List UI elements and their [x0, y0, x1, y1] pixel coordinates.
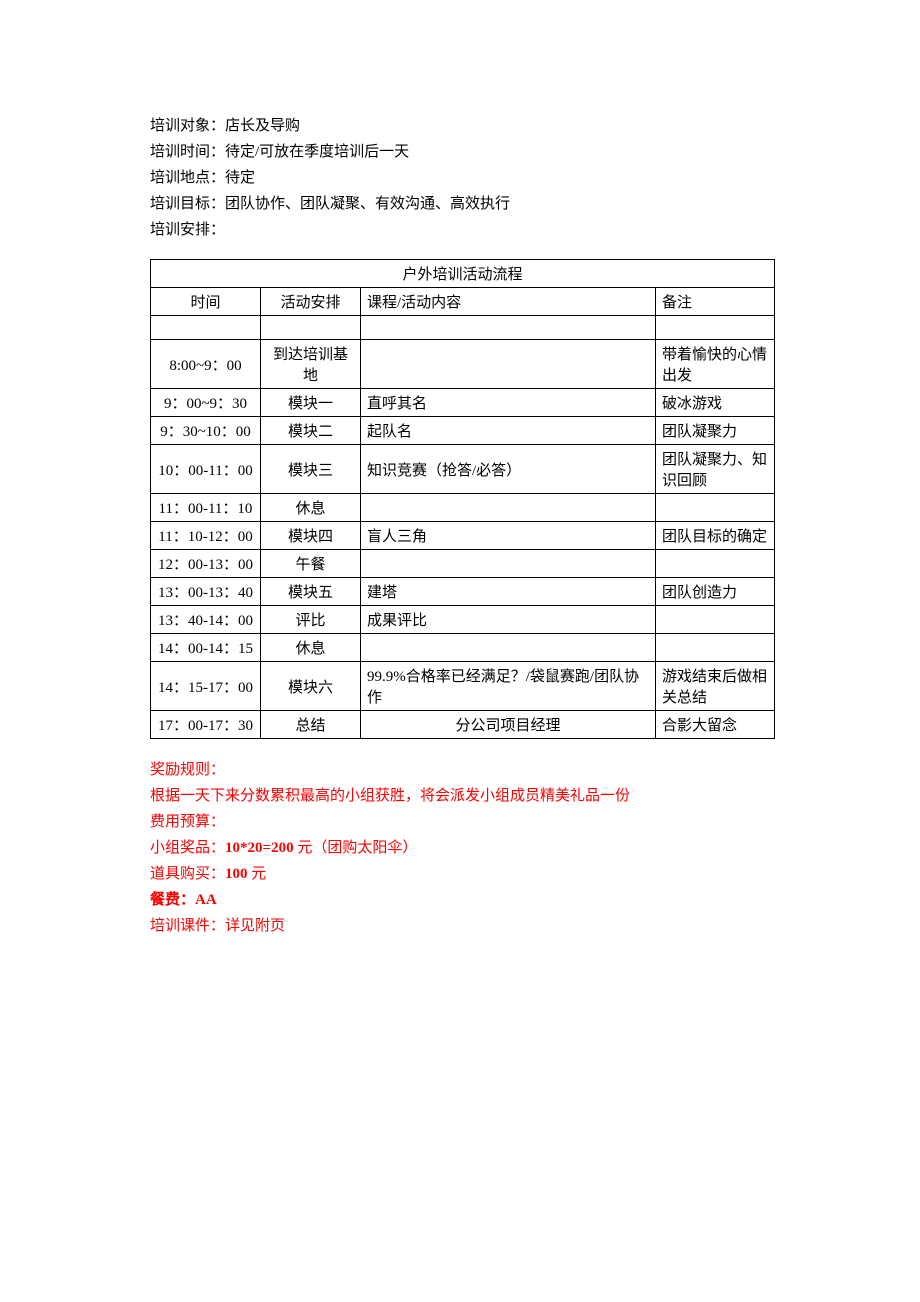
- cell-activity: 休息: [261, 494, 361, 522]
- cell-activity: 模块六: [261, 662, 361, 711]
- meal-line: 餐费：AA: [150, 887, 775, 913]
- courseware-line: 培训课件：详见附页: [150, 913, 775, 939]
- cell-time: 8:00~9：00: [151, 340, 261, 389]
- table-row: 13：00-13：40模块五建塔团队创造力: [151, 578, 775, 606]
- training-location-line: 培训地点：待定: [150, 165, 775, 191]
- cell-content: [361, 634, 656, 662]
- header-time: 时间: [151, 288, 261, 316]
- table-row: 14：15-17：00模块六99.9%合格率已经满足？/袋鼠赛跑/团队协作游戏结…: [151, 662, 775, 711]
- schedule-table: 户外培训活动流程 时间 活动安排 课程/活动内容 备注 8:00~9：00到达培…: [150, 259, 775, 739]
- cell-content: [361, 494, 656, 522]
- cell-remark: 团队凝聚力、知识回顾: [656, 445, 775, 494]
- cell-content: 盲人三角: [361, 522, 656, 550]
- training-goal-value: 团队协作、团队凝聚、有效沟通、高效执行: [225, 196, 510, 212]
- cell-activity: 到达培训基地: [261, 340, 361, 389]
- training-info-section: 培训对象：店长及导购 培训时间：待定/可放在季度培训后一天 培训地点：待定 培训…: [150, 113, 775, 243]
- cell-time: 12：00-13：00: [151, 550, 261, 578]
- table-row: 11：10-12：00模块四盲人三角团队目标的确定: [151, 522, 775, 550]
- cell-activity: 模块一: [261, 389, 361, 417]
- table-row: 9：30~10：00模块二起队名团队凝聚力: [151, 417, 775, 445]
- training-goal-label: 培训目标：: [150, 196, 225, 212]
- cell-activity: 模块四: [261, 522, 361, 550]
- table-row: 14：00-14：15休息: [151, 634, 775, 662]
- table-row: 12：00-13：00午餐: [151, 550, 775, 578]
- cell-activity: 模块三: [261, 445, 361, 494]
- cell-content: 99.9%合格率已经满足？/袋鼠赛跑/团队协作: [361, 662, 656, 711]
- cell-activity: 午餐: [261, 550, 361, 578]
- cell-content: 建塔: [361, 578, 656, 606]
- table-empty-row: [151, 316, 775, 340]
- cell-remark: [656, 606, 775, 634]
- cell-remark: 合影大留念: [656, 711, 775, 739]
- cell-remark: 团队凝聚力: [656, 417, 775, 445]
- cell-remark: [656, 550, 775, 578]
- cell-activity: 休息: [261, 634, 361, 662]
- table-row: 8:00~9：00到达培训基地 带着愉快的心情出发: [151, 340, 775, 389]
- cell-activity: 总结: [261, 711, 361, 739]
- training-goal-line: 培训目标：团队协作、团队凝聚、有效沟通、高效执行: [150, 191, 775, 217]
- empty-cell: [656, 316, 775, 340]
- cell-remark: 团队创造力: [656, 578, 775, 606]
- training-target-line: 培训对象：店长及导购: [150, 113, 775, 139]
- cell-activity: 模块二: [261, 417, 361, 445]
- cell-time: 9：30~10：00: [151, 417, 261, 445]
- cell-remark: 团队目标的确定: [656, 522, 775, 550]
- training-location-label: 培训地点：: [150, 170, 225, 186]
- reward-rule-text: 根据一天下来分数累积最高的小组获胜，将会派发小组成员精美礼品一份: [150, 783, 775, 809]
- training-schedule-label: 培训安排：: [150, 222, 225, 238]
- cell-time: 17：00-17：30: [151, 711, 261, 739]
- table-row: 17：00-17：30总结分公司项目经理合影大留念: [151, 711, 775, 739]
- budget-label: 费用预算：: [150, 809, 775, 835]
- training-target-label: 培训对象：: [150, 118, 225, 134]
- table-title: 户外培训活动流程: [151, 260, 775, 288]
- cell-content: 起队名: [361, 417, 656, 445]
- cell-content: [361, 550, 656, 578]
- empty-cell: [261, 316, 361, 340]
- cell-time: 14：15-17：00: [151, 662, 261, 711]
- cell-content: 直呼其名: [361, 389, 656, 417]
- cell-content: 知识竞赛（抢答/必答）: [361, 445, 656, 494]
- cell-remark: 游戏结束后做相关总结: [656, 662, 775, 711]
- training-time-line: 培训时间：待定/可放在季度培训后一天: [150, 139, 775, 165]
- table-row: 13：40-14：00评比成果评比: [151, 606, 775, 634]
- cell-remark: [656, 634, 775, 662]
- cell-time: 11：10-12：00: [151, 522, 261, 550]
- header-activity: 活动安排: [261, 288, 361, 316]
- cell-content: [361, 340, 656, 389]
- cell-remark: [656, 494, 775, 522]
- training-schedule-line: 培训安排：: [150, 217, 775, 243]
- training-location-value: 待定: [225, 170, 255, 186]
- header-content: 课程/活动内容: [361, 288, 656, 316]
- prize-line: 小组奖品：10*20=200 元（团购太阳伞）: [150, 835, 775, 861]
- training-time-label: 培训时间：: [150, 144, 225, 160]
- table-row: 10：00-11：00模块三知识竞赛（抢答/必答）团队凝聚力、知识回顾: [151, 445, 775, 494]
- training-time-value: 待定/可放在季度培训后一天: [225, 144, 409, 160]
- cell-time: 13：40-14：00: [151, 606, 261, 634]
- table-row: 11：00-11：10休息: [151, 494, 775, 522]
- table-title-row: 户外培训活动流程: [151, 260, 775, 288]
- reward-rule-label: 奖励规则：: [150, 757, 775, 783]
- cell-remark: 破冰游戏: [656, 389, 775, 417]
- training-target-value: 店长及导购: [225, 118, 300, 134]
- empty-cell: [361, 316, 656, 340]
- cell-remark: 带着愉快的心情出发: [656, 340, 775, 389]
- header-remark: 备注: [656, 288, 775, 316]
- cell-time: 13：00-13：40: [151, 578, 261, 606]
- cell-time: 11：00-11：10: [151, 494, 261, 522]
- empty-cell: [151, 316, 261, 340]
- cell-time: 9：00~9：30: [151, 389, 261, 417]
- footer-section: 奖励规则： 根据一天下来分数累积最高的小组获胜，将会派发小组成员精美礼品一份 费…: [150, 757, 775, 939]
- cell-content: 成果评比: [361, 606, 656, 634]
- props-line: 道具购买：100 元: [150, 861, 775, 887]
- cell-activity: 模块五: [261, 578, 361, 606]
- table-header-row: 时间 活动安排 课程/活动内容 备注: [151, 288, 775, 316]
- cell-content: 分公司项目经理: [361, 711, 656, 739]
- cell-time: 10：00-11：00: [151, 445, 261, 494]
- cell-time: 14：00-14：15: [151, 634, 261, 662]
- table-row: 9：00~9：30模块一直呼其名破冰游戏: [151, 389, 775, 417]
- cell-activity: 评比: [261, 606, 361, 634]
